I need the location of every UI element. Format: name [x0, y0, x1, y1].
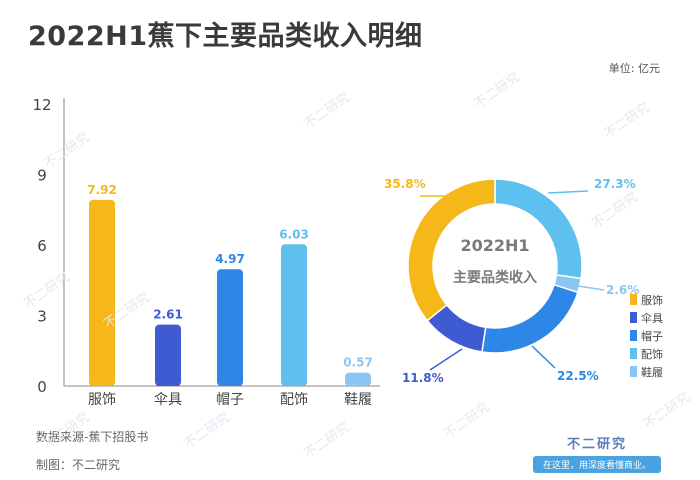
bar-y-tick-label: 3	[37, 308, 47, 326]
legend-label: 配饰	[641, 347, 663, 361]
donut-slices	[407, 178, 583, 354]
donut-value-labels: 35.8% 11.8% 22.5% 27.3% 2.6%	[384, 177, 639, 385]
donut-value-label: 11.8%	[402, 371, 444, 385]
legend-label: 鞋履	[641, 365, 663, 379]
bar-value-label: 0.57	[343, 356, 373, 370]
bar-category-label: 服饰	[88, 392, 116, 408]
bar-marks: 7.92 服饰 2.61 伞具 4.97 帽子 6.03 配饰 0.57 鞋履	[87, 183, 373, 408]
donut-leader-line	[531, 345, 556, 369]
page-title: 2022H1蕉下主要品类收入明细	[28, 21, 423, 52]
donut-leader-line	[429, 348, 463, 371]
donut-center-label-2: 主要品类收入	[453, 269, 537, 286]
legend-label: 帽子	[641, 330, 663, 343]
bar-chart: 0 3 6 9 12 7.92 服饰 2.61 伞具 4.97 帽子 6.03 配饰 0.57 鞋履	[32, 96, 380, 408]
bar-y-tick-label: 6	[37, 237, 47, 255]
bar-2	[217, 269, 243, 386]
donut-chart: 2022H1 主要品类收入 35.8% 11.8% 22.5% 27.3% 2.6% 服…	[384, 177, 663, 385]
brand-slogan: 在这里，用深度看懂商业。	[532, 456, 661, 473]
unit-label: 单位: 亿元	[608, 62, 660, 75]
legend-swatch	[630, 312, 637, 323]
bar-y-tick-label: 9	[37, 167, 47, 185]
donut-center-label-1: 2022H1	[460, 236, 529, 255]
legend-label: 服饰	[641, 293, 663, 307]
maker-note: 制图：不二研究	[36, 458, 121, 472]
bar-0	[89, 199, 115, 386]
bar-y-ticks: 0 3 6 9 12	[32, 96, 51, 396]
bar-3	[281, 244, 307, 386]
legend-swatch	[630, 330, 637, 341]
bar-value-label: 2.61	[153, 308, 183, 322]
source-note: 数据来源-蕉下招股书	[36, 430, 149, 444]
donut-value-label: 35.8%	[384, 177, 426, 191]
donut-leader-line	[547, 190, 589, 194]
donut-leader-line	[577, 285, 605, 291]
bar-1	[155, 324, 181, 386]
donut-slice-0	[407, 178, 496, 322]
legend-swatch	[630, 348, 637, 359]
brand-badge: 不二研究 在这里，用深度看懂商业。	[522, 433, 672, 473]
legend-swatch	[630, 366, 637, 377]
bar-category-label: 帽子	[216, 392, 244, 408]
donut-value-label: 22.5%	[557, 369, 599, 383]
bar-value-label: 4.97	[215, 252, 245, 266]
donut-slice-3	[494, 178, 583, 280]
bar-value-label: 6.03	[279, 227, 309, 241]
bar-value-label: 7.92	[87, 183, 117, 197]
bar-category-label: 配饰	[280, 392, 308, 408]
bar-category-label: 伞具	[154, 391, 182, 408]
donut-value-label: 2.6%	[606, 283, 639, 297]
bar-y-tick-label: 12	[32, 96, 51, 114]
legend-label: 伞具	[641, 311, 663, 325]
legend-swatch	[630, 294, 637, 305]
donut-value-label: 27.3%	[594, 177, 636, 191]
brand-name: 不二研究	[566, 437, 627, 452]
bar-4	[345, 372, 371, 386]
bar-y-tick-label: 0	[37, 378, 47, 396]
donut-slice-2	[481, 283, 579, 354]
bar-category-label: 鞋履	[344, 392, 372, 408]
